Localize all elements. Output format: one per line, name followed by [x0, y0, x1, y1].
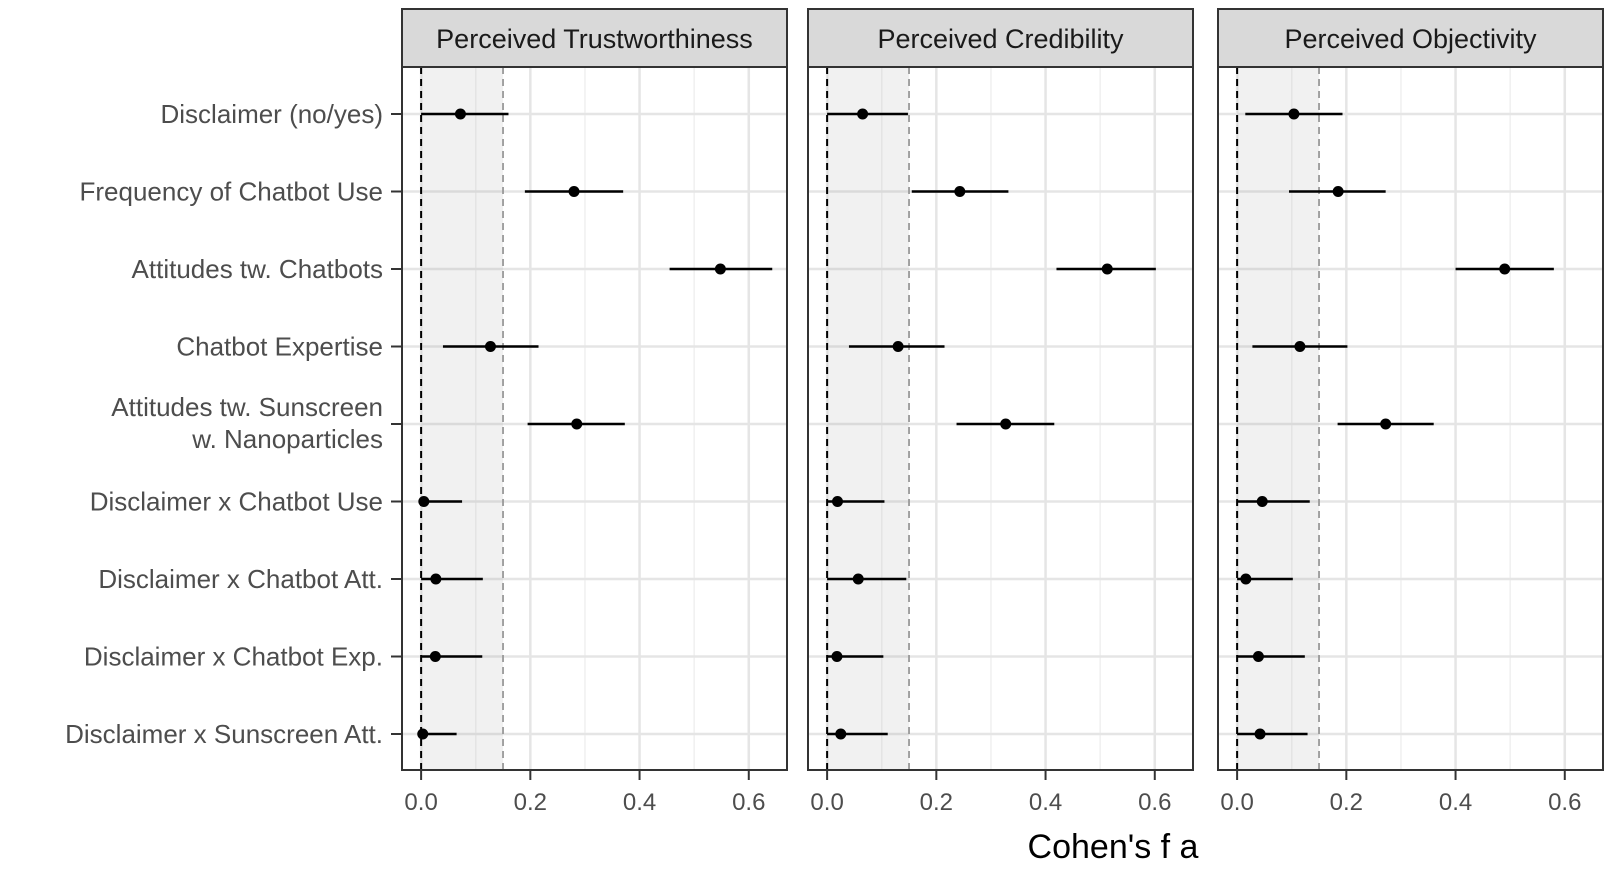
- x-tick-label: 0.2: [514, 789, 547, 816]
- x-tick-label: 0.2: [1330, 789, 1363, 816]
- panel-strip: [1217, 8, 1604, 68]
- point-estimate: [484, 341, 496, 352]
- point-estimate: [1256, 496, 1268, 507]
- x-tick-label: 0.0: [1220, 789, 1253, 816]
- point-estimate: [831, 651, 843, 662]
- panel: Perceived Trustworthiness 0.0 0.2 0.4 0.6: [401, 8, 788, 816]
- point-estimate: [831, 496, 843, 507]
- x-tick-label: 0.6: [1548, 789, 1581, 816]
- point-estimate: [417, 728, 429, 740]
- category-label: Disclaimer x Chatbot Use: [90, 487, 383, 517]
- point-estimate: [418, 496, 430, 507]
- point-estimate: [1254, 728, 1266, 740]
- point-estimate: [954, 186, 966, 197]
- panel: Perceived Objectivity 0.0 0.2 0.4 0.6: [1217, 8, 1604, 816]
- x-tick-label: 0.6: [1138, 789, 1171, 816]
- point-estimate: [835, 728, 847, 740]
- x-tick-label: 0.2: [920, 789, 953, 816]
- point-estimate: [568, 186, 580, 197]
- x-tick-label: 0.4: [1029, 789, 1062, 816]
- point-estimate: [857, 108, 869, 120]
- x-axis-title: Cohen's f a: [1028, 828, 1199, 866]
- point-estimate: [1000, 418, 1012, 430]
- negligible-effect-region: [1237, 67, 1320, 770]
- category-label: Attitudes tw. Chatbots: [132, 254, 383, 284]
- point-estimate: [892, 341, 904, 352]
- point-estimate: [1332, 186, 1344, 197]
- x-tick-label: 0.4: [623, 789, 656, 816]
- x-tick-label: 0.4: [1439, 789, 1472, 816]
- point-estimate: [1101, 263, 1113, 275]
- point-estimate: [1380, 418, 1392, 430]
- point-estimate: [1499, 263, 1511, 275]
- category-labels: Disclaimer (no/yes) Frequency of Chatbot …: [65, 99, 402, 749]
- panel-background: [1218, 67, 1603, 770]
- panel-title: Perceived Objectivity: [1284, 24, 1537, 54]
- panel-strip: [807, 8, 1194, 68]
- point-estimate: [852, 573, 864, 585]
- category-label: Frequency of Chatbot Use: [80, 177, 384, 207]
- point-estimate: [430, 573, 442, 585]
- panel-background: [402, 67, 787, 770]
- panel-title: Perceived Trustworthiness: [436, 24, 753, 54]
- point-estimate: [1252, 651, 1264, 662]
- category-label: Disclaimer x Chatbot Att.: [98, 564, 383, 594]
- point-estimate: [714, 263, 726, 275]
- panel-title: Perceived Credibility: [877, 24, 1124, 54]
- x-tick-label: 0.0: [810, 789, 843, 816]
- panel-strip: [401, 8, 788, 68]
- point-estimate: [454, 108, 466, 120]
- point-estimate: [571, 418, 583, 430]
- category-label: Chatbot Expertise: [176, 332, 383, 362]
- point-estimate: [1288, 108, 1300, 120]
- point-estimate: [1240, 573, 1252, 585]
- point-estimate: [1294, 341, 1306, 352]
- category-label: Disclaimer x Chatbot Exp.: [84, 642, 383, 672]
- x-tick-label: 0.6: [732, 789, 765, 816]
- category-label: Attitudes tw. Sunscreen w. Nanoparticles: [111, 392, 383, 454]
- negligible-effect-region: [421, 67, 504, 770]
- panel-background: [808, 67, 1193, 770]
- category-label: Disclaimer (no/yes): [161, 99, 384, 129]
- x-tick-label: 0.0: [404, 789, 437, 816]
- panel: Perceived Credibility 0.0 0.2 0.4 0.6: [807, 8, 1194, 816]
- category-label: Disclaimer x Sunscreen Att.: [65, 719, 383, 749]
- point-estimate: [429, 651, 441, 662]
- negligible-effect-region: [827, 67, 910, 770]
